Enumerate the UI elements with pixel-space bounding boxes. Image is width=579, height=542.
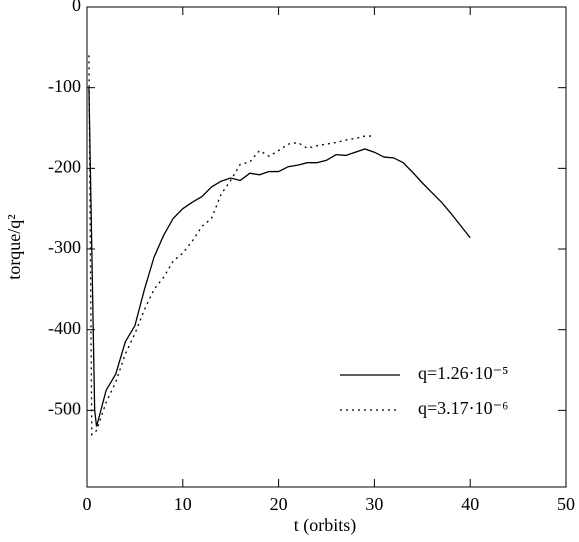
x-tick-label: 50 — [557, 494, 575, 514]
x-tick-label: 0 — [83, 494, 92, 514]
x-tick-label: 20 — [270, 494, 288, 514]
x-tick-label: 10 — [174, 494, 192, 514]
y-tick-label: -400 — [48, 318, 81, 338]
y-tick-label: -500 — [48, 398, 81, 418]
y-axis-label: torque/q² — [4, 214, 24, 279]
legend-label: q=3.17·10⁻⁶ — [418, 398, 508, 418]
y-tick-label: -100 — [48, 76, 81, 96]
y-tick-label: 0 — [72, 0, 81, 15]
plot-frame — [86, 6, 567, 488]
series-line — [88, 87, 471, 427]
x-tick-label: 40 — [461, 494, 479, 514]
y-tick-label: -200 — [48, 156, 81, 176]
x-tick-label: 30 — [365, 494, 383, 514]
legend-label: q=1.26·10⁻⁵ — [418, 363, 508, 383]
y-tick-label: -300 — [48, 237, 81, 257]
x-axis-label: t (orbits) — [294, 515, 357, 536]
series-line — [88, 55, 375, 436]
